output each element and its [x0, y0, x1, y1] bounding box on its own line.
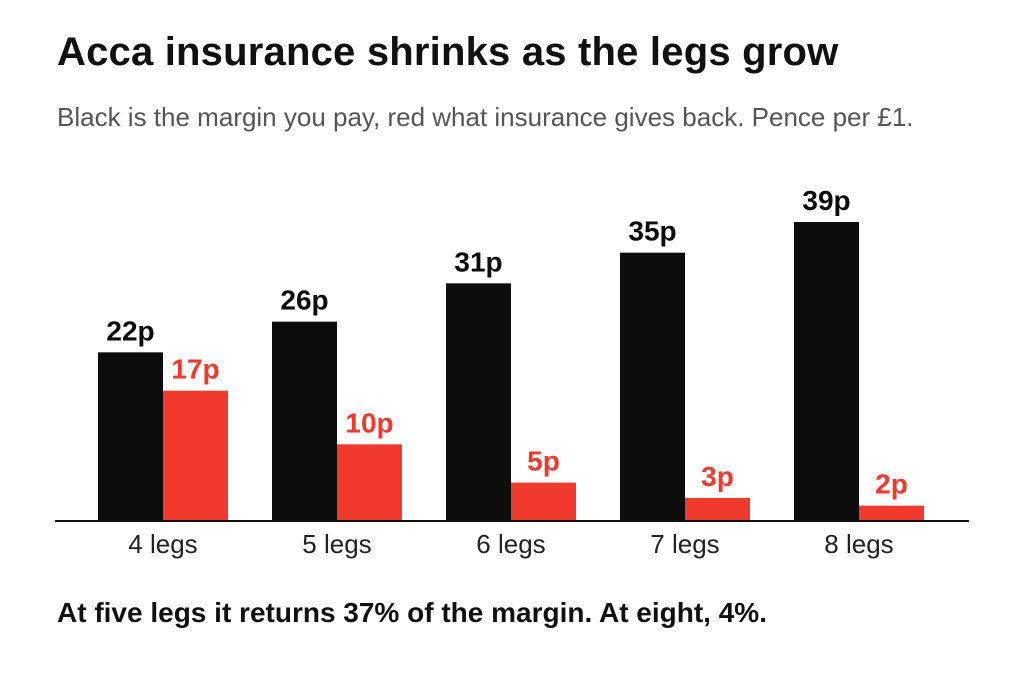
insurance-bar	[511, 482, 576, 521]
margin-bar	[98, 352, 163, 521]
insurance-bar	[337, 444, 402, 521]
margin-bar	[794, 222, 859, 521]
value-labels-group: 22p 17p 26p 10p 31p 5p 35p 3p 39p 2p	[106, 185, 907, 500]
margin-bar	[446, 283, 511, 521]
insurance-bar	[859, 505, 924, 521]
insurance-bar	[685, 498, 750, 521]
insurance-value-label: 10p	[345, 407, 393, 438]
margin-value-label: 39p	[802, 185, 850, 216]
margin-bar	[620, 252, 685, 521]
margin-value-label: 35p	[628, 216, 676, 247]
insurance-value-label: 2p	[875, 469, 908, 500]
chart-title: Acca insurance shrinks as the legs grow	[57, 30, 839, 74]
x-tick-label: 6 legs	[476, 529, 545, 559]
margin-value-label: 31p	[454, 246, 502, 277]
insurance-value-label: 17p	[171, 354, 219, 385]
margin-value-label: 22p	[106, 315, 154, 346]
insurance-bar	[163, 390, 228, 521]
x-tick-label: 7 legs	[650, 529, 719, 559]
x-tick-label: 5 legs	[302, 529, 371, 559]
bars-group	[98, 222, 924, 521]
chart-subtitle: Black is the margin you pay, red what in…	[57, 102, 914, 132]
margin-value-label: 26p	[280, 285, 328, 316]
chart-footnote: At five legs it returns 37% of the margi…	[57, 597, 767, 628]
x-tick-label: 4 legs	[128, 529, 197, 559]
insurance-value-label: 5p	[527, 446, 560, 477]
x-tick-label: 8 legs	[824, 529, 893, 559]
margin-bar	[272, 321, 337, 521]
insurance-value-label: 3p	[701, 461, 734, 492]
x-tick-labels-group: 4 legs 5 legs 6 legs 7 legs 8 legs	[128, 529, 893, 559]
